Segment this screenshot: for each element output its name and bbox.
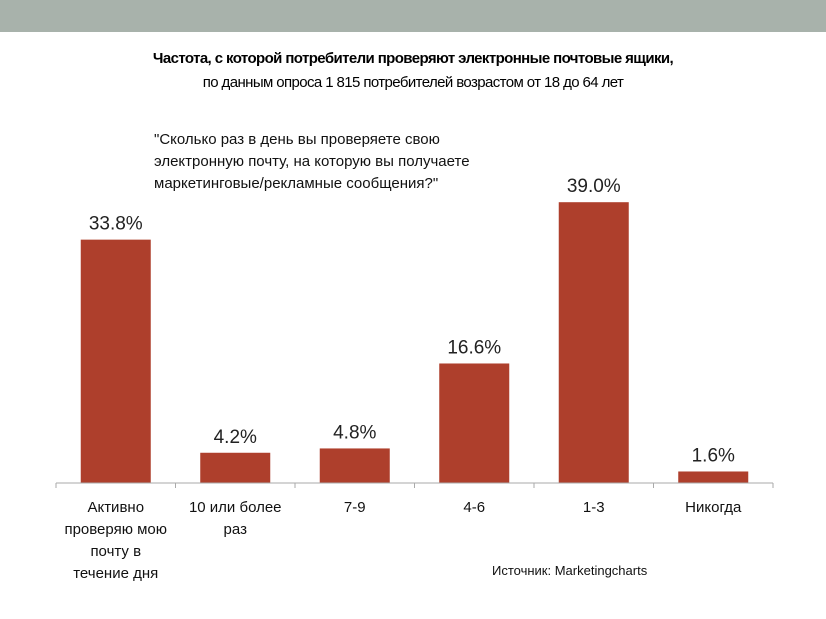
data-label: 1.6% [692,445,735,466]
data-label: 4.2% [214,427,257,448]
x-tick-label: раз [224,521,248,538]
data-label: 16.6% [447,337,501,358]
question-line: "Сколько раз в день вы проверяете свою [154,131,440,148]
question-line: электронную почту, на которую вы получае… [154,153,470,170]
question-line: маркетинговые/рекламные сообщения?" [154,175,439,192]
survey-question: "Сколько раз в день вы проверяете свою э… [154,129,574,195]
x-tick-label: 7-9 [344,499,366,516]
source-note: Источник: Marketingcharts [492,563,648,578]
x-tick-label: проверяю мою [64,521,167,538]
bar [80,239,151,483]
x-tick-label: почту в [90,543,141,560]
data-label: 4.8% [333,422,376,443]
x-tick-label: течение дня [73,565,158,582]
header-bar [0,0,826,32]
x-tick-label: 10 или более [189,499,282,516]
bar [439,363,510,483]
data-label: 39.0% [567,176,621,197]
chart-title: Частота, с которой потребители проверяют… [152,50,674,67]
chart-subtitle: по данным опроса 1 815 потребителей возр… [202,74,624,91]
x-tick-label: Никогда [685,499,742,516]
bar [558,202,629,483]
bar [319,448,390,483]
x-tick-label: 4-6 [463,499,485,516]
x-tick-label: 1-3 [583,499,605,516]
data-label: 33.8% [89,214,143,235]
bar [678,471,749,483]
x-tick-label: Активно [87,499,144,516]
bar [200,452,271,483]
